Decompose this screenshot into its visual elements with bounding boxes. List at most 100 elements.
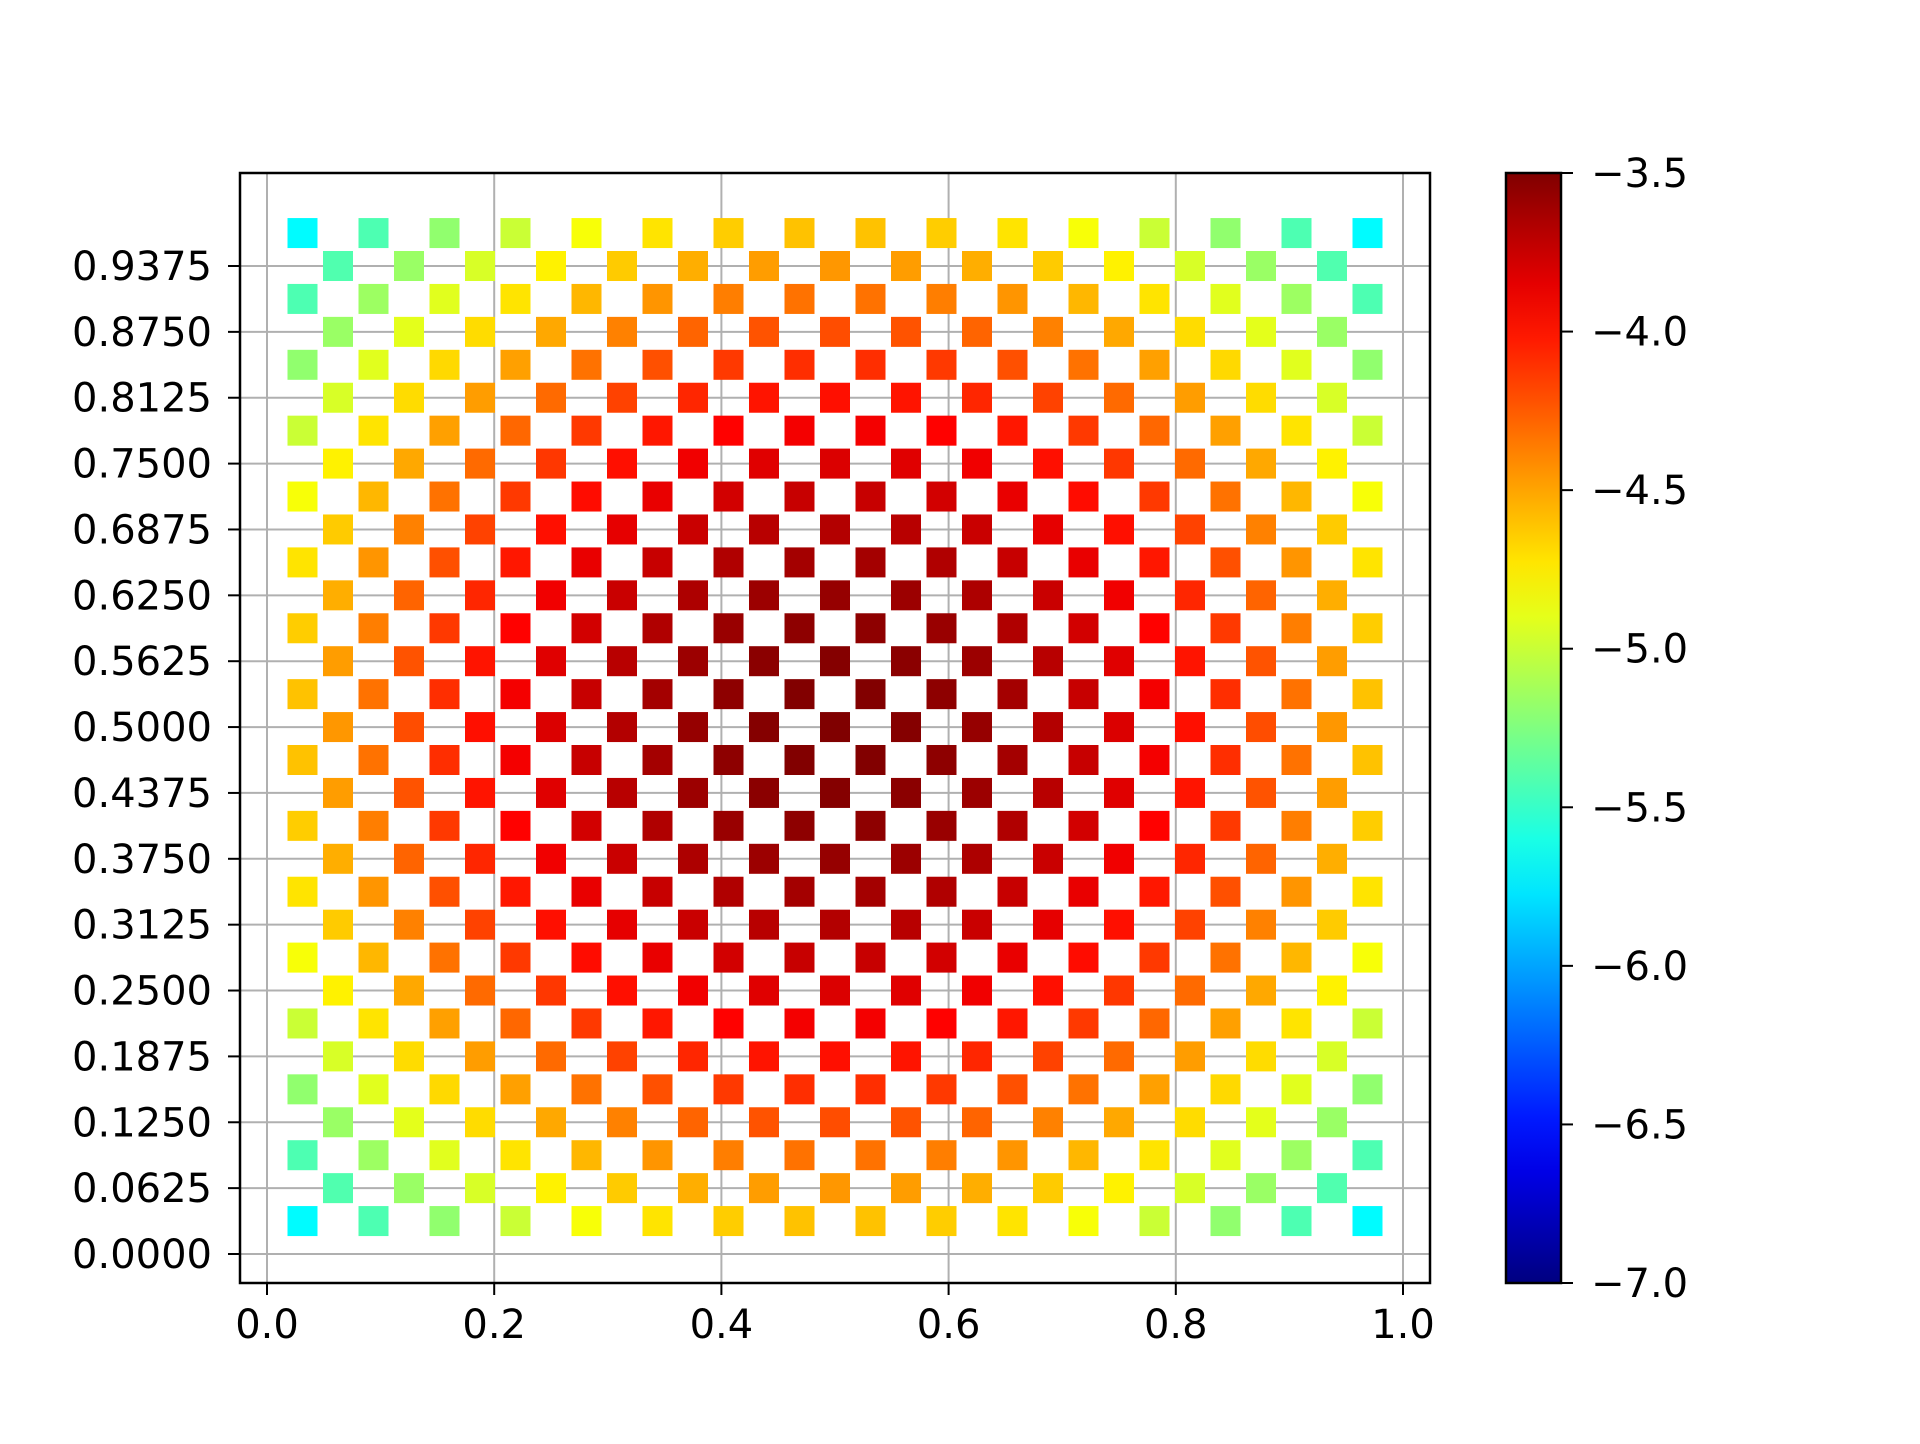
scatter-point — [607, 975, 637, 1006]
scatter-point — [891, 909, 921, 940]
scatter-point — [1317, 646, 1347, 677]
y-axis-ticks: 0.0000 0.0625 0.1250 0.1875 0.2500 0.3125 0.37… — [72, 244, 240, 1278]
scatter-point — [358, 1008, 389, 1039]
y-tick-label: 0.0625 — [72, 1166, 212, 1212]
scatter-point — [1175, 1107, 1205, 1138]
scatter-point — [323, 1107, 353, 1138]
scatter-point — [500, 1140, 531, 1171]
scatter-point — [465, 1107, 495, 1138]
scatter-point — [713, 547, 744, 578]
y-tick-label: 0.8750 — [72, 310, 212, 356]
scatter-point — [1281, 283, 1312, 314]
scatter-point — [1317, 909, 1347, 940]
scatter-point — [1104, 1173, 1134, 1204]
scatter-point — [429, 613, 460, 644]
scatter-point — [571, 415, 602, 446]
scatter-point — [571, 218, 602, 249]
scatter-point — [1139, 1140, 1170, 1171]
scatter-point — [1033, 251, 1063, 281]
scatter-point — [465, 316, 495, 347]
scatter-point — [1246, 843, 1276, 874]
scatter-point — [713, 1140, 744, 1171]
scatter-point — [820, 843, 850, 874]
scatter-point — [1246, 580, 1276, 611]
scatter-point — [571, 1074, 602, 1105]
y-tick-label: 0.0000 — [72, 1232, 212, 1278]
scatter-point — [287, 942, 318, 973]
scatter-point — [607, 1041, 637, 1072]
scatter-point — [1175, 646, 1205, 677]
scatter-point — [607, 712, 637, 743]
scatter-point — [926, 942, 957, 973]
scatter-point — [1175, 975, 1205, 1006]
colorbar-tick-label: −7.0 — [1591, 1261, 1688, 1307]
scatter-point — [1033, 316, 1063, 347]
scatter-point — [1104, 580, 1134, 611]
scatter-point — [500, 942, 531, 973]
y-tick-label: 0.4375 — [72, 771, 212, 817]
scatter-point — [465, 251, 495, 281]
scatter-point — [1317, 448, 1347, 479]
scatter-point — [642, 415, 673, 446]
scatter-point — [749, 909, 779, 940]
scatter-point — [855, 349, 886, 380]
scatter-point — [926, 283, 957, 314]
scatter-point — [358, 942, 389, 973]
scatter-point — [1175, 909, 1205, 940]
scatter-point — [394, 646, 424, 677]
scatter-point — [394, 909, 424, 940]
colorbar — [1504, 171, 1563, 1285]
scatter-point — [287, 415, 318, 446]
scatter-point — [1033, 1173, 1063, 1204]
scatter-point — [500, 679, 531, 710]
scatter-point — [642, 810, 673, 841]
scatter-point — [713, 481, 744, 512]
scatter-point — [607, 646, 637, 677]
scatter-point — [1104, 1107, 1134, 1138]
scatter-point — [358, 745, 389, 775]
scatter-point — [394, 251, 424, 281]
scatter-point — [1210, 810, 1241, 841]
scatter-point — [926, 1140, 957, 1171]
scatter-point — [1281, 1074, 1312, 1105]
scatter-point — [1317, 712, 1347, 743]
scatter-point — [1139, 283, 1170, 314]
scatter-point — [500, 1206, 531, 1237]
scatter-point — [784, 1074, 815, 1105]
scatter-point — [1175, 1173, 1205, 1204]
scatter-point — [287, 613, 318, 644]
scatter-point — [820, 1107, 850, 1138]
scatter-point — [820, 580, 850, 611]
scatter-point — [1210, 283, 1241, 314]
scatter-point — [358, 283, 389, 314]
scatter-point — [465, 1041, 495, 1072]
scatter-point — [962, 316, 992, 347]
scatter-point — [465, 712, 495, 743]
scatter-point — [1104, 712, 1134, 743]
scatter-point — [713, 1008, 744, 1039]
y-tick-label: 0.3750 — [72, 837, 212, 883]
scatter-point — [1139, 349, 1170, 380]
scatter-point — [394, 843, 424, 874]
y-tick-label: 0.8125 — [72, 376, 212, 422]
scatter-point — [323, 251, 353, 281]
scatter-point — [500, 810, 531, 841]
scatter-point — [1175, 843, 1205, 874]
scatter-point — [571, 1140, 602, 1171]
scatter-point — [891, 646, 921, 677]
scatter-point — [1352, 876, 1383, 907]
scatter-point — [1352, 1140, 1383, 1171]
scatter-point — [1068, 613, 1099, 644]
scatter-point — [997, 613, 1028, 644]
scatter-point — [1068, 415, 1099, 446]
scatter-point — [358, 547, 389, 578]
x-tick-label: 0.0 — [235, 1302, 299, 1348]
scatter-point — [749, 580, 779, 611]
scatter-point — [1281, 1206, 1312, 1237]
scatter-point — [1139, 1074, 1170, 1105]
scatter-point — [1281, 810, 1312, 841]
scatter-point — [1210, 745, 1241, 775]
scatter-point — [323, 843, 353, 874]
scatter-point — [394, 514, 424, 545]
scatter-point — [926, 415, 957, 446]
